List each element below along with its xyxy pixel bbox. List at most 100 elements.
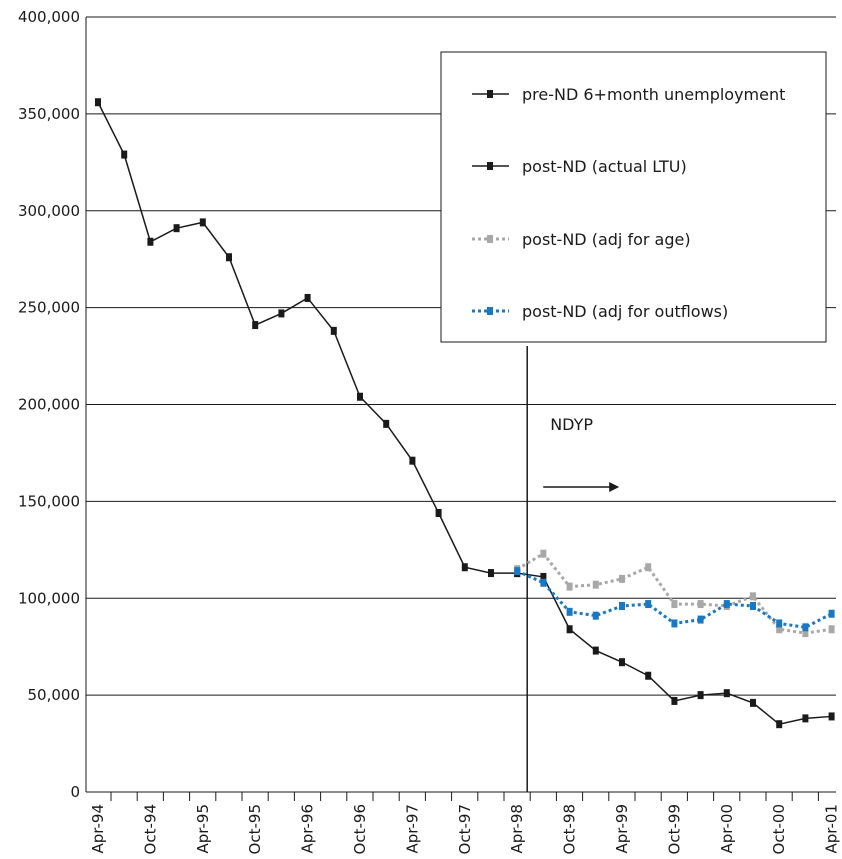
data-point-marker (671, 619, 678, 628)
y-tick-label: 100,000 (18, 589, 80, 607)
series-1 (95, 98, 521, 578)
legend-swatch-marker (487, 90, 493, 98)
legend-swatch-marker (487, 307, 493, 315)
data-point-marker (697, 691, 704, 700)
legend-entry: pre-ND 6+month unemployment (472, 85, 785, 104)
series-group (95, 98, 835, 729)
ndyp-annotation: NDYP (543, 415, 620, 492)
data-point-marker (147, 237, 154, 246)
legend-label: post-ND (actual LTU) (522, 157, 687, 176)
data-point-marker (304, 293, 311, 302)
data-point-marker (488, 569, 494, 578)
x-tick-label: Apr-97 (403, 804, 421, 854)
data-point-marker (121, 150, 128, 159)
data-point-marker (330, 326, 337, 335)
data-point-marker (802, 714, 809, 723)
series-4 (514, 567, 835, 632)
data-point-marker (671, 600, 678, 609)
data-point-marker (592, 646, 599, 655)
series-2 (514, 569, 835, 729)
data-point-marker (645, 563, 652, 572)
y-tick-label: 50,000 (28, 686, 81, 704)
data-point-marker (828, 625, 835, 634)
data-point-marker (461, 563, 468, 572)
x-tick-label: Apr-98 (508, 804, 526, 854)
data-point-marker (697, 615, 704, 624)
ndyp-arrow-head (609, 482, 620, 492)
data-point-marker (619, 574, 625, 583)
legend-swatch-marker (487, 235, 493, 243)
data-point-marker (619, 658, 625, 667)
data-point-marker (776, 625, 783, 634)
data-point-marker (409, 456, 416, 465)
y-tick-label: 350,000 (18, 105, 80, 123)
data-point-marker (592, 580, 599, 589)
data-point-marker (619, 602, 625, 610)
data-point-marker (750, 602, 756, 610)
data-point-marker (697, 600, 704, 609)
legend: pre-ND 6+month unemployment post-ND (actu… (440, 51, 827, 343)
data-point-marker (278, 309, 285, 318)
y-tick-label: 200,000 (18, 396, 80, 414)
legend-box (440, 51, 827, 343)
x-tick-label: Oct-96 (351, 804, 369, 854)
y-tick-label: 250,000 (18, 299, 80, 317)
legend-entry: post-ND (adj for outflows) (472, 302, 728, 321)
y-axis-tick-labels: 0 50,000 100,000 150,000 200,000 250,000 300,0… (18, 8, 80, 801)
data-point-marker (828, 609, 835, 618)
data-point-marker (802, 629, 809, 638)
x-tick-label: Apr-01 (823, 804, 841, 854)
data-point-marker (514, 567, 521, 576)
x-tick-label: Apr-00 (718, 804, 736, 854)
data-point-marker (645, 671, 652, 680)
legend-label: post-ND (adj for age) (522, 230, 691, 249)
data-point-marker (357, 392, 363, 401)
data-point-marker (750, 592, 756, 601)
data-point-marker (173, 224, 180, 233)
x-tick-label: Oct-00 (770, 804, 788, 854)
data-point-marker (566, 625, 573, 634)
data-point-marker (828, 712, 835, 721)
data-point-marker (645, 600, 652, 609)
data-point-marker (226, 253, 232, 262)
x-tick-label: Oct-97 (456, 804, 474, 854)
x-tick-label: Apr-95 (194, 804, 212, 854)
y-tick-label: 400,000 (18, 8, 80, 26)
legend-entry: post-ND (adj for age) (472, 230, 691, 249)
y-tick-label: 150,000 (18, 492, 80, 510)
x-axis: Apr-94 Oct-94 Apr-95 Oct-95 Apr-96 Oct-96 Apr-… (89, 792, 841, 854)
data-point-marker (252, 321, 259, 330)
y-tick-label: 300,000 (18, 202, 80, 220)
legend-entry: post-ND (actual LTU) (472, 157, 687, 176)
data-point-marker (95, 98, 101, 107)
data-point-marker (750, 698, 756, 707)
data-point-marker (435, 509, 442, 517)
x-tick-label: Apr-99 (613, 804, 631, 854)
data-point-marker (776, 720, 783, 729)
legend-swatch-marker (487, 162, 493, 170)
ndyp-label: NDYP (550, 415, 593, 434)
legend-label: post-ND (adj for outflows) (522, 302, 728, 321)
data-point-marker (540, 549, 547, 558)
x-tick-label: Oct-95 (246, 804, 264, 854)
data-point-marker (723, 600, 730, 609)
data-point-marker (671, 696, 678, 705)
legend-label: pre-ND 6+month unemployment (522, 85, 785, 104)
data-point-marker (802, 623, 809, 632)
data-point-marker (199, 218, 206, 227)
data-point-marker (566, 582, 573, 591)
data-point-marker (566, 607, 573, 616)
data-point-marker (383, 419, 390, 428)
data-point-marker (540, 572, 547, 581)
x-tick-label: Apr-94 (89, 804, 107, 854)
data-point-marker (540, 578, 547, 587)
data-point-marker (776, 619, 783, 628)
y-tick-label: 0 (70, 783, 80, 801)
data-point-marker (592, 611, 599, 620)
x-tick-label: Apr-96 (299, 804, 317, 854)
x-tick-label: Oct-98 (561, 804, 579, 854)
data-point-marker (723, 689, 730, 698)
x-tick-label: Oct-99 (665, 804, 683, 854)
x-tick-label: Oct-94 (141, 804, 159, 854)
